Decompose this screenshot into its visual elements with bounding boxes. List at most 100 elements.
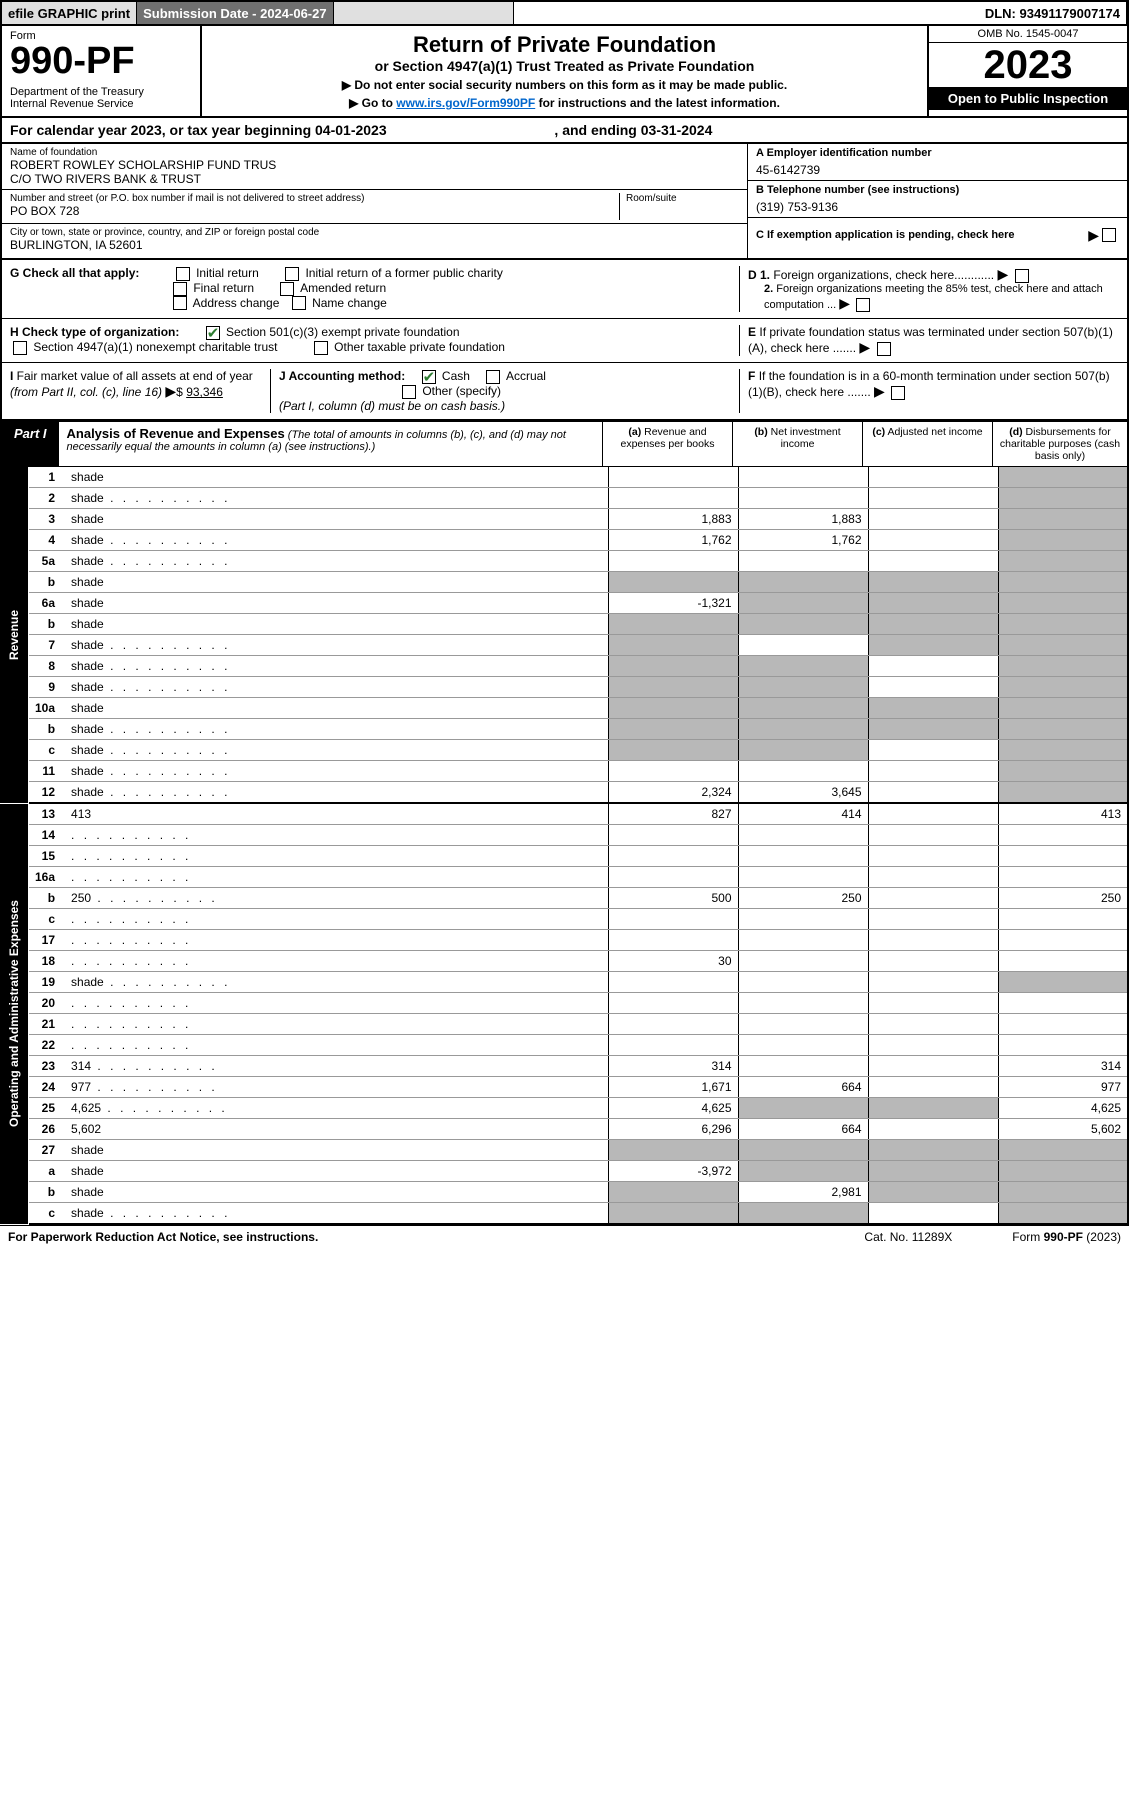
open-inspection: Open to Public Inspection [929,87,1127,110]
g-address-checkbox[interactable] [173,296,187,310]
line-desc [65,929,608,950]
cell-value [868,655,998,676]
line-desc [65,950,608,971]
efile-label[interactable]: efile GRAPHIC print [2,2,137,24]
cell-value [868,760,998,781]
city: BURLINGTON, IA 52601 [10,238,739,252]
line-desc: shade [65,676,608,697]
cell-value [868,845,998,866]
h-4947-checkbox[interactable] [13,341,27,355]
cell-shaded [868,697,998,718]
arrow-icon: ▶ [874,383,885,399]
cell-shaded [738,739,868,760]
cell-value [868,1076,998,1097]
line-number: 10a [29,697,65,718]
irs-link[interactable]: www.irs.gov/Form990PF [396,96,535,110]
cell-value [868,804,998,825]
cell-value [868,550,998,571]
line-number: 22 [29,1034,65,1055]
cell-shaded [998,697,1128,718]
cell-value [868,781,998,803]
cell-value: -1,321 [608,592,738,613]
cell-value: 1,671 [608,1076,738,1097]
cell-value [868,908,998,929]
cell-shaded [608,571,738,592]
cell-shaded [868,718,998,739]
line-desc: shade [65,529,608,550]
j-note: (Part I, column (d) must be on cash basi… [279,399,505,413]
cell-shaded [868,613,998,634]
line-number: 19 [29,971,65,992]
cell-value: 827 [608,804,738,825]
c-checkbox[interactable] [1102,228,1116,242]
cell-shaded [998,529,1128,550]
arrow-icon: ▶ [859,339,870,355]
h-501c3-checkbox[interactable] [206,326,220,340]
cell-value [868,950,998,971]
cell-shaded [608,697,738,718]
side-label: Revenue [1,467,29,803]
line-number: 15 [29,845,65,866]
line-number: b [29,571,65,592]
cell-value [998,908,1128,929]
line-number: 3 [29,508,65,529]
line-desc: shade [65,718,608,739]
submission-date-blank [334,2,514,24]
g-initial-former-checkbox[interactable] [285,267,299,281]
cell-shaded [998,1202,1128,1224]
cell-value [868,508,998,529]
cell-value: 977 [998,1076,1128,1097]
cell-value [868,1013,998,1034]
g-amended-checkbox[interactable] [280,282,294,296]
cell-value [738,929,868,950]
col-d-hdr: (d) Disbursements for charitable purpose… [992,422,1127,466]
cell-value: 1,883 [608,508,738,529]
cell-value [868,971,998,992]
cell-value: 1,883 [738,508,868,529]
line-number: 20 [29,992,65,1013]
line-number: b [29,613,65,634]
cell-value [608,929,738,950]
cell-value [738,634,868,655]
cell-shaded [998,592,1128,613]
j-cash-checkbox[interactable] [422,370,436,384]
line-number: c [29,1202,65,1224]
cell-value [998,845,1128,866]
g-initial-checkbox[interactable] [176,267,190,281]
j-accrual: Accrual [506,369,546,383]
line-number: 13 [29,804,65,825]
cell-value [608,487,738,508]
cell-shaded [998,1160,1128,1181]
d1-checkbox[interactable] [1015,269,1029,283]
h-501c3: Section 501(c)(3) exempt private foundat… [226,325,459,339]
g-name-checkbox[interactable] [292,296,306,310]
cell-shaded [998,655,1128,676]
fmv-value: 93,346 [186,385,223,399]
d2-checkbox[interactable] [856,298,870,312]
cell-value [608,550,738,571]
instruction-2: ▶ Go to www.irs.gov/Form990PF for instru… [212,96,917,110]
dln: DLN: 93491179007174 [979,2,1127,24]
cell-value [998,1034,1128,1055]
line-number: 25 [29,1097,65,1118]
h-other-checkbox[interactable] [314,341,328,355]
cell-shaded [608,718,738,739]
line-desc [65,992,608,1013]
line-number: 5a [29,550,65,571]
col-a-hdr: (a) Revenue and expenses per books [602,422,732,466]
calendar-year-row: For calendar year 2023, or tax year begi… [0,118,1129,144]
line-desc: shade [65,781,608,803]
cell-value [738,971,868,992]
part1-badge: Part I [2,422,59,466]
line-number: 8 [29,655,65,676]
g-final-checkbox[interactable] [173,282,187,296]
j-accrual-checkbox[interactable] [486,370,500,384]
f-checkbox[interactable] [891,386,905,400]
j-cash: Cash [442,369,470,383]
cell-value [608,1013,738,1034]
cell-shaded [738,1160,868,1181]
j-other-checkbox[interactable] [402,385,416,399]
e-checkbox[interactable] [877,342,891,356]
footer-mid: Cat. No. 11289X [864,1230,952,1244]
cell-value: 413 [998,804,1128,825]
